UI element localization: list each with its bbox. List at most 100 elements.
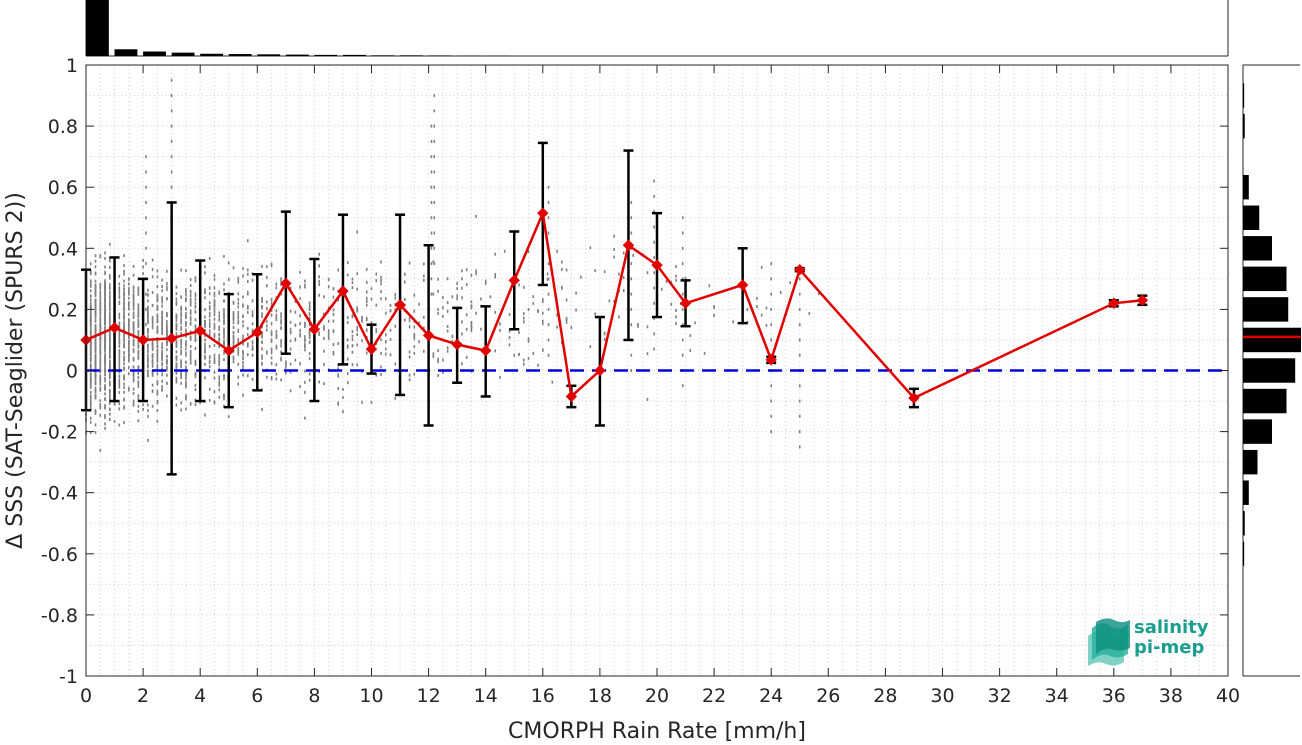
x-tick-label: 24	[759, 685, 783, 707]
scatter-point	[365, 351, 368, 355]
scatter-point	[189, 344, 192, 348]
scatter-point	[180, 305, 182, 309]
scatter-point	[89, 304, 92, 308]
scatter-point	[280, 320, 282, 324]
scatter-point	[104, 355, 106, 359]
scatter-point	[147, 344, 149, 348]
scatter-point	[189, 361, 192, 365]
scatter-point	[156, 389, 159, 393]
logo-text: salinity pi-mep	[1134, 618, 1209, 658]
scatter-point	[185, 288, 187, 292]
x-tick-label: 0	[80, 685, 92, 707]
scatter-point	[632, 253, 635, 257]
scatter-point	[128, 312, 130, 316]
scatter-point	[304, 335, 306, 339]
scatter-point	[446, 277, 449, 281]
scatter-point	[280, 344, 282, 348]
scatter-point	[404, 297, 406, 301]
x-tick-label: 8	[308, 685, 320, 707]
scatter-point	[332, 329, 335, 333]
scatter-point	[108, 298, 111, 302]
scatter-point	[118, 378, 121, 382]
scatter-point	[218, 314, 221, 318]
scatter-point	[630, 369, 633, 372]
scatter-point	[180, 365, 182, 369]
scatter-point	[137, 292, 140, 296]
scatter-point	[218, 395, 221, 399]
scatter-point	[156, 344, 159, 348]
scatter-point	[318, 283, 320, 287]
scatter-point	[123, 303, 125, 307]
scatter-point	[351, 338, 354, 342]
right-histogram-bar	[1243, 419, 1272, 444]
scatter-point	[232, 325, 235, 329]
scatter-point	[356, 343, 359, 347]
scatter-point	[681, 262, 684, 266]
scatter-point	[161, 328, 163, 332]
scatter-point	[433, 231, 436, 235]
scatter-point	[161, 289, 163, 293]
scatter-point	[280, 315, 282, 319]
scatter-point	[204, 348, 206, 352]
scatter-point	[404, 318, 406, 322]
scatter-point	[89, 363, 92, 367]
y-tick-label: -0.4	[41, 483, 78, 505]
scatter-point	[132, 299, 135, 303]
scatter-point	[156, 285, 159, 289]
scatter-point	[732, 320, 734, 324]
scatter-point	[337, 268, 339, 272]
scatter-point	[118, 423, 121, 427]
scatter-point	[213, 332, 216, 336]
scatter-point	[242, 361, 244, 365]
scatter-point	[413, 293, 416, 297]
scatter-point	[630, 307, 633, 311]
scatter-point	[132, 307, 135, 311]
scatter-point	[304, 342, 306, 346]
scatter-point	[546, 272, 549, 276]
scatter-point	[266, 307, 268, 311]
scatter-point	[684, 276, 687, 280]
scatter-point	[213, 286, 216, 290]
scatter-point	[756, 304, 758, 308]
scatter-point	[218, 311, 221, 315]
scatter-point	[304, 337, 306, 341]
scatter-point	[104, 416, 106, 420]
scatter-point	[161, 367, 163, 371]
scatter-point	[147, 318, 149, 322]
scatter-point	[527, 337, 530, 341]
scatter-point	[123, 326, 125, 330]
scatter-point	[89, 431, 92, 435]
scatter-point	[318, 332, 320, 336]
x-axis-ticks: 0 2 4 6 8 10 12 14 16 18 20 22 24 26 28 30 32 34 36 38 40	[80, 65, 1240, 707]
scatter-point	[89, 380, 92, 384]
scatter-point	[118, 370, 121, 374]
scatter-point	[430, 292, 433, 296]
x-tick-label: 34	[1045, 685, 1069, 707]
scatter-point	[527, 250, 530, 254]
scatter-point	[237, 382, 240, 386]
y-tick-label: 0.2	[48, 299, 78, 321]
scatter-point	[280, 341, 282, 345]
scatter-point	[89, 329, 92, 333]
scatter-point	[118, 383, 121, 387]
scatter-point	[132, 328, 135, 332]
scatter-point	[123, 351, 125, 355]
scatter-point	[337, 386, 339, 390]
scatter-point	[118, 366, 121, 370]
scatter-point	[161, 323, 163, 327]
scatter-point	[94, 379, 97, 383]
scatter-point	[508, 343, 511, 347]
scatter-point	[480, 327, 482, 331]
scatter-point	[275, 377, 278, 381]
scatter-point	[104, 358, 106, 362]
scatter-point	[456, 287, 458, 291]
scatter-point	[361, 318, 363, 322]
scatter-point	[208, 365, 211, 369]
scatter-point	[104, 386, 106, 390]
scatter-point	[99, 300, 102, 304]
scatter-point	[108, 374, 111, 378]
scatter-point	[304, 345, 306, 349]
scatter-point	[132, 303, 135, 307]
scatter-point	[494, 252, 497, 256]
scatter-point	[161, 388, 163, 392]
